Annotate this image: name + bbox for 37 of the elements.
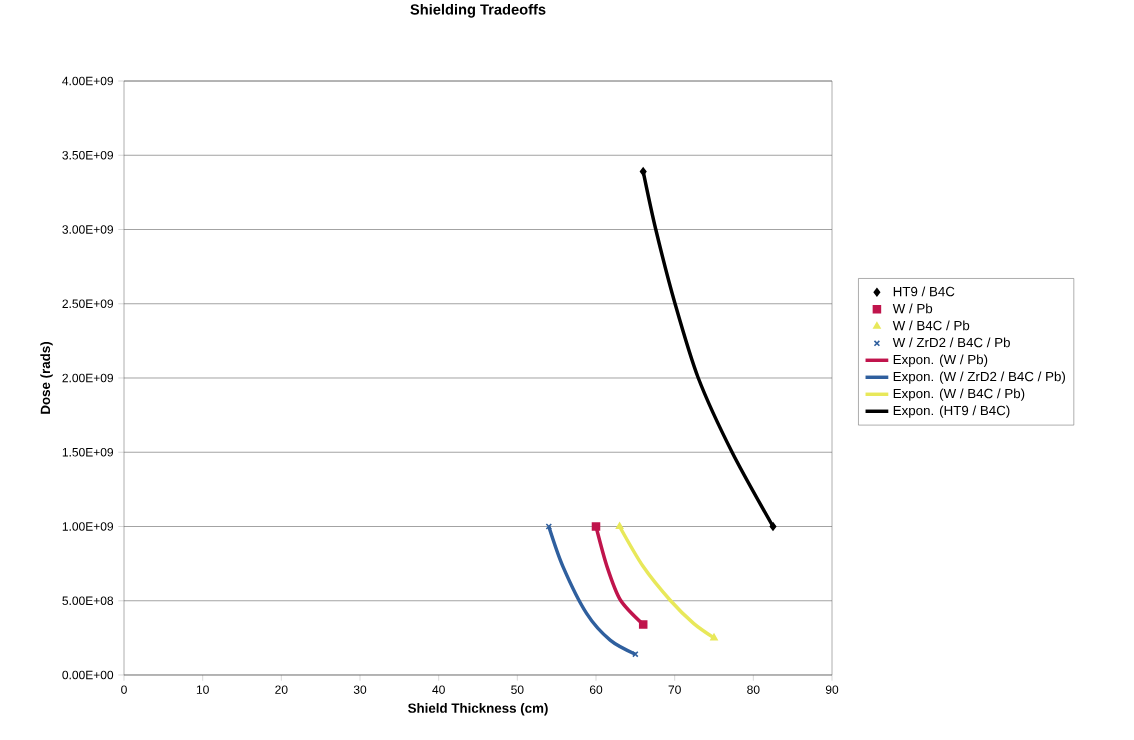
- point: [639, 167, 647, 176]
- x-tick-label: 80: [747, 685, 760, 694]
- y-tick-label: 2.00E+09: [62, 373, 114, 383]
- x-axis-title: Shield Thickness (cm): [407, 703, 548, 716]
- legend-label: W / ZrD2 / B4C / Pb: [892, 337, 1010, 348]
- x-tick-label: 0: [121, 685, 127, 694]
- y-tick-label: 3.00E+09: [62, 225, 114, 234]
- legend-label: W / B4C / Pb: [892, 320, 970, 331]
- x-tick-label: 60: [589, 685, 603, 694]
- x-tick-label: 90: [825, 685, 839, 694]
- x-tick-label: 20: [275, 685, 288, 694]
- legend-label: Expon. (W / Pb): [893, 354, 988, 367]
- chart-title: Shielding Tradeoffs: [410, 3, 546, 18]
- point: [638, 620, 648, 629]
- point: [615, 522, 624, 530]
- y-tick-label: 0.00E+00: [62, 670, 114, 680]
- y-tick-label: 1.50E+09: [62, 448, 114, 457]
- x-tick-label: 50: [511, 685, 524, 694]
- x-tick-label: 10: [196, 685, 209, 694]
- legend-label: W / Pb: [892, 303, 933, 314]
- y-tick-label: 3.50E+09: [62, 151, 114, 160]
- y-tick-label: 5.00E+08: [62, 596, 114, 606]
- legend-label: Expon. (W / ZrD2 / B4C / Pb): [893, 371, 1065, 384]
- y-tick-label: 1.00E+09: [62, 522, 114, 531]
- legend-label: Expon. (HT9 / B4C): [893, 405, 1010, 418]
- legend-label: Expon. (W / B4C / Pb): [893, 388, 1025, 401]
- line-series: [547, 524, 638, 656]
- point: [710, 633, 718, 641]
- x-tick-label: 70: [668, 685, 681, 694]
- legend-label: HT9 / B4C: [893, 286, 955, 297]
- x-tick-label: 40: [432, 685, 445, 694]
- y-tick-label: 2.50E+09: [62, 299, 114, 309]
- x-tick-label: 30: [353, 685, 367, 694]
- y-axis-title: Dose (rads): [40, 342, 53, 414]
- point: [591, 522, 601, 531]
- point: [769, 522, 777, 531]
- y-tick-label: 4.00E+09: [62, 76, 114, 86]
